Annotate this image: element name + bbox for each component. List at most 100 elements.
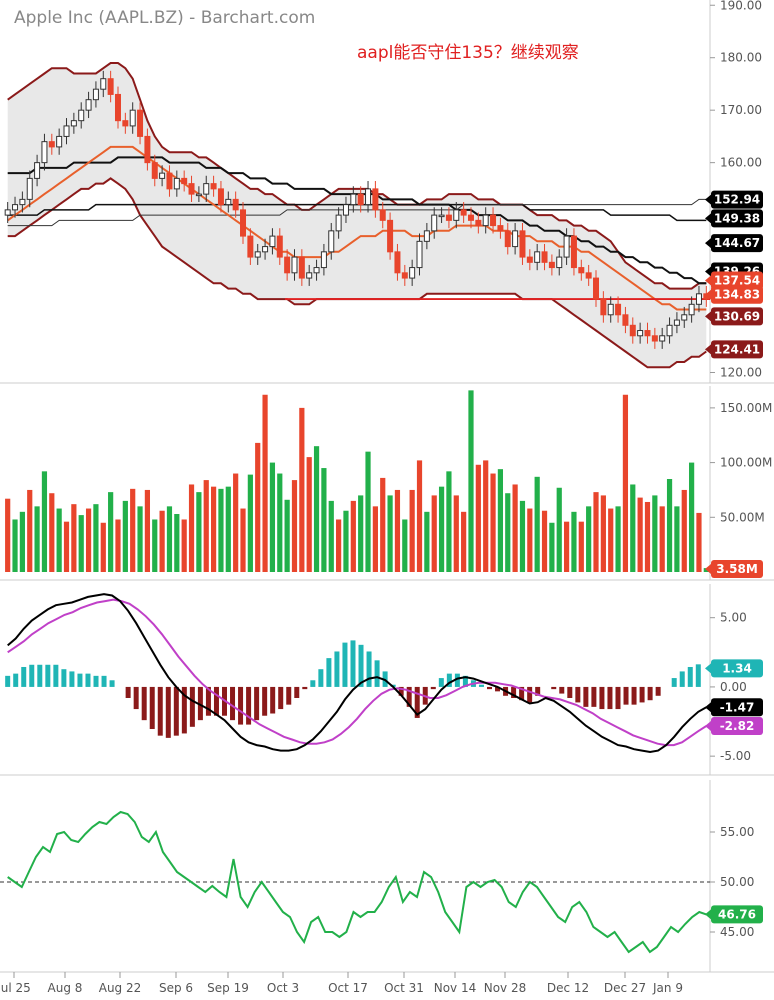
rsi-axis-tick-label: 45.00 bbox=[720, 925, 754, 939]
x-axis-tick-label: Dec 12 bbox=[547, 981, 589, 995]
volume-bar bbox=[350, 500, 356, 572]
volume-bar bbox=[328, 500, 334, 572]
candle bbox=[431, 214, 438, 232]
candle bbox=[490, 214, 497, 227]
volume-bar bbox=[365, 451, 371, 572]
volume-bar bbox=[188, 484, 195, 572]
volume-bar bbox=[203, 480, 209, 572]
macd-histogram-bar bbox=[655, 686, 661, 696]
price-last-label-pointer bbox=[705, 275, 711, 286]
candle bbox=[695, 293, 702, 305]
volume-bar bbox=[446, 471, 452, 572]
volume-bar bbox=[696, 512, 702, 572]
volume-bar bbox=[586, 506, 592, 572]
volume-bar bbox=[497, 469, 504, 572]
volume-bar bbox=[483, 460, 489, 572]
macd-histogram-bar bbox=[197, 686, 203, 721]
candle bbox=[122, 120, 129, 127]
chart-title: Apple Inc (AAPL.BZ) - Barchart.com bbox=[14, 8, 316, 28]
candle bbox=[78, 109, 85, 122]
macd-histogram-bar bbox=[414, 686, 420, 718]
x-axis-tick-label: Oct 31 bbox=[384, 981, 424, 995]
volume-bar bbox=[78, 515, 84, 572]
x-axis-tick-label: Dec 27 bbox=[604, 981, 646, 995]
candle bbox=[637, 330, 644, 337]
candle bbox=[467, 214, 474, 221]
macd-histogram-bar bbox=[270, 686, 276, 714]
bollinger-fill bbox=[7, 63, 707, 368]
volume-bar bbox=[387, 495, 393, 572]
candle bbox=[328, 230, 335, 253]
macd-histogram-bar bbox=[294, 686, 300, 698]
candle bbox=[600, 298, 607, 316]
candle bbox=[298, 256, 305, 279]
price-last-label: 137.54 bbox=[705, 271, 763, 290]
volume-bar bbox=[247, 474, 253, 572]
macd-histogram-bar bbox=[133, 686, 139, 710]
macd-histogram-bar bbox=[29, 664, 35, 687]
volume-bar bbox=[674, 506, 680, 572]
candle bbox=[41, 141, 48, 164]
x-axis-tick-label: Oct 17 bbox=[328, 981, 368, 995]
candle bbox=[181, 177, 188, 185]
price-axis-tick-label: 120.00 bbox=[720, 366, 762, 380]
candle bbox=[247, 235, 254, 258]
candle bbox=[12, 204, 19, 211]
price-last-label-pointer bbox=[705, 344, 711, 355]
macd-histogram-bar bbox=[326, 658, 332, 687]
candle bbox=[151, 162, 158, 179]
macd-histogram-bar bbox=[631, 686, 637, 705]
macd-histogram-bar bbox=[230, 686, 236, 721]
candle bbox=[188, 183, 195, 195]
volume-bar bbox=[512, 484, 518, 572]
rsi-line bbox=[7, 810, 707, 954]
volume-bar bbox=[637, 497, 643, 572]
macd-histogram-bar bbox=[278, 686, 284, 710]
volume-bar bbox=[240, 508, 246, 572]
macd-axis-tick-label: 5.00 bbox=[720, 611, 747, 625]
volume-last-label-pointer bbox=[705, 564, 711, 574]
volume-bar bbox=[12, 519, 18, 572]
candle bbox=[681, 314, 688, 321]
macd-histogram-bar bbox=[101, 675, 107, 687]
candle bbox=[313, 267, 320, 274]
volume-bar bbox=[19, 511, 25, 572]
volume-bar bbox=[689, 462, 695, 572]
price-last-label-text: 134.83 bbox=[714, 288, 760, 302]
x-axis-tick-label: Jul 25 bbox=[0, 981, 31, 995]
price-axis-tick-label: 180.00 bbox=[720, 51, 762, 65]
price-last-label-box bbox=[711, 234, 763, 253]
volume-bar bbox=[402, 519, 408, 572]
candle bbox=[622, 314, 629, 326]
volume-bar bbox=[5, 498, 11, 572]
candle bbox=[460, 209, 467, 216]
candle bbox=[688, 303, 695, 316]
volume-bar bbox=[336, 519, 342, 572]
volume-bar bbox=[652, 495, 658, 572]
macd-histogram-bar bbox=[189, 686, 195, 727]
candle bbox=[173, 177, 180, 190]
macd-histogram-bar bbox=[511, 686, 517, 698]
price-last-label-text: 130.69 bbox=[714, 309, 760, 323]
macd-histogram-bar bbox=[487, 686, 493, 690]
candle bbox=[85, 99, 92, 111]
candle bbox=[482, 214, 489, 227]
volume-bar bbox=[431, 495, 437, 572]
candle bbox=[497, 225, 504, 232]
candle bbox=[320, 251, 327, 269]
volume-bar bbox=[549, 522, 555, 572]
macd-histogram-bar bbox=[535, 686, 541, 696]
macd-histogram-bar bbox=[671, 678, 677, 687]
macd-histogram-bar bbox=[246, 686, 252, 725]
candle bbox=[144, 135, 151, 164]
candle bbox=[291, 256, 298, 274]
moving-average-long-2 bbox=[7, 203, 707, 222]
price-last-label-text: 149.38 bbox=[714, 211, 760, 225]
macd-histogram-bar bbox=[454, 673, 460, 687]
price-last-label-pointer bbox=[705, 194, 711, 205]
macd-histogram-bar bbox=[398, 686, 404, 696]
candle bbox=[556, 256, 563, 269]
volume-bar bbox=[424, 511, 430, 572]
candle bbox=[114, 93, 121, 122]
candle bbox=[387, 219, 394, 253]
